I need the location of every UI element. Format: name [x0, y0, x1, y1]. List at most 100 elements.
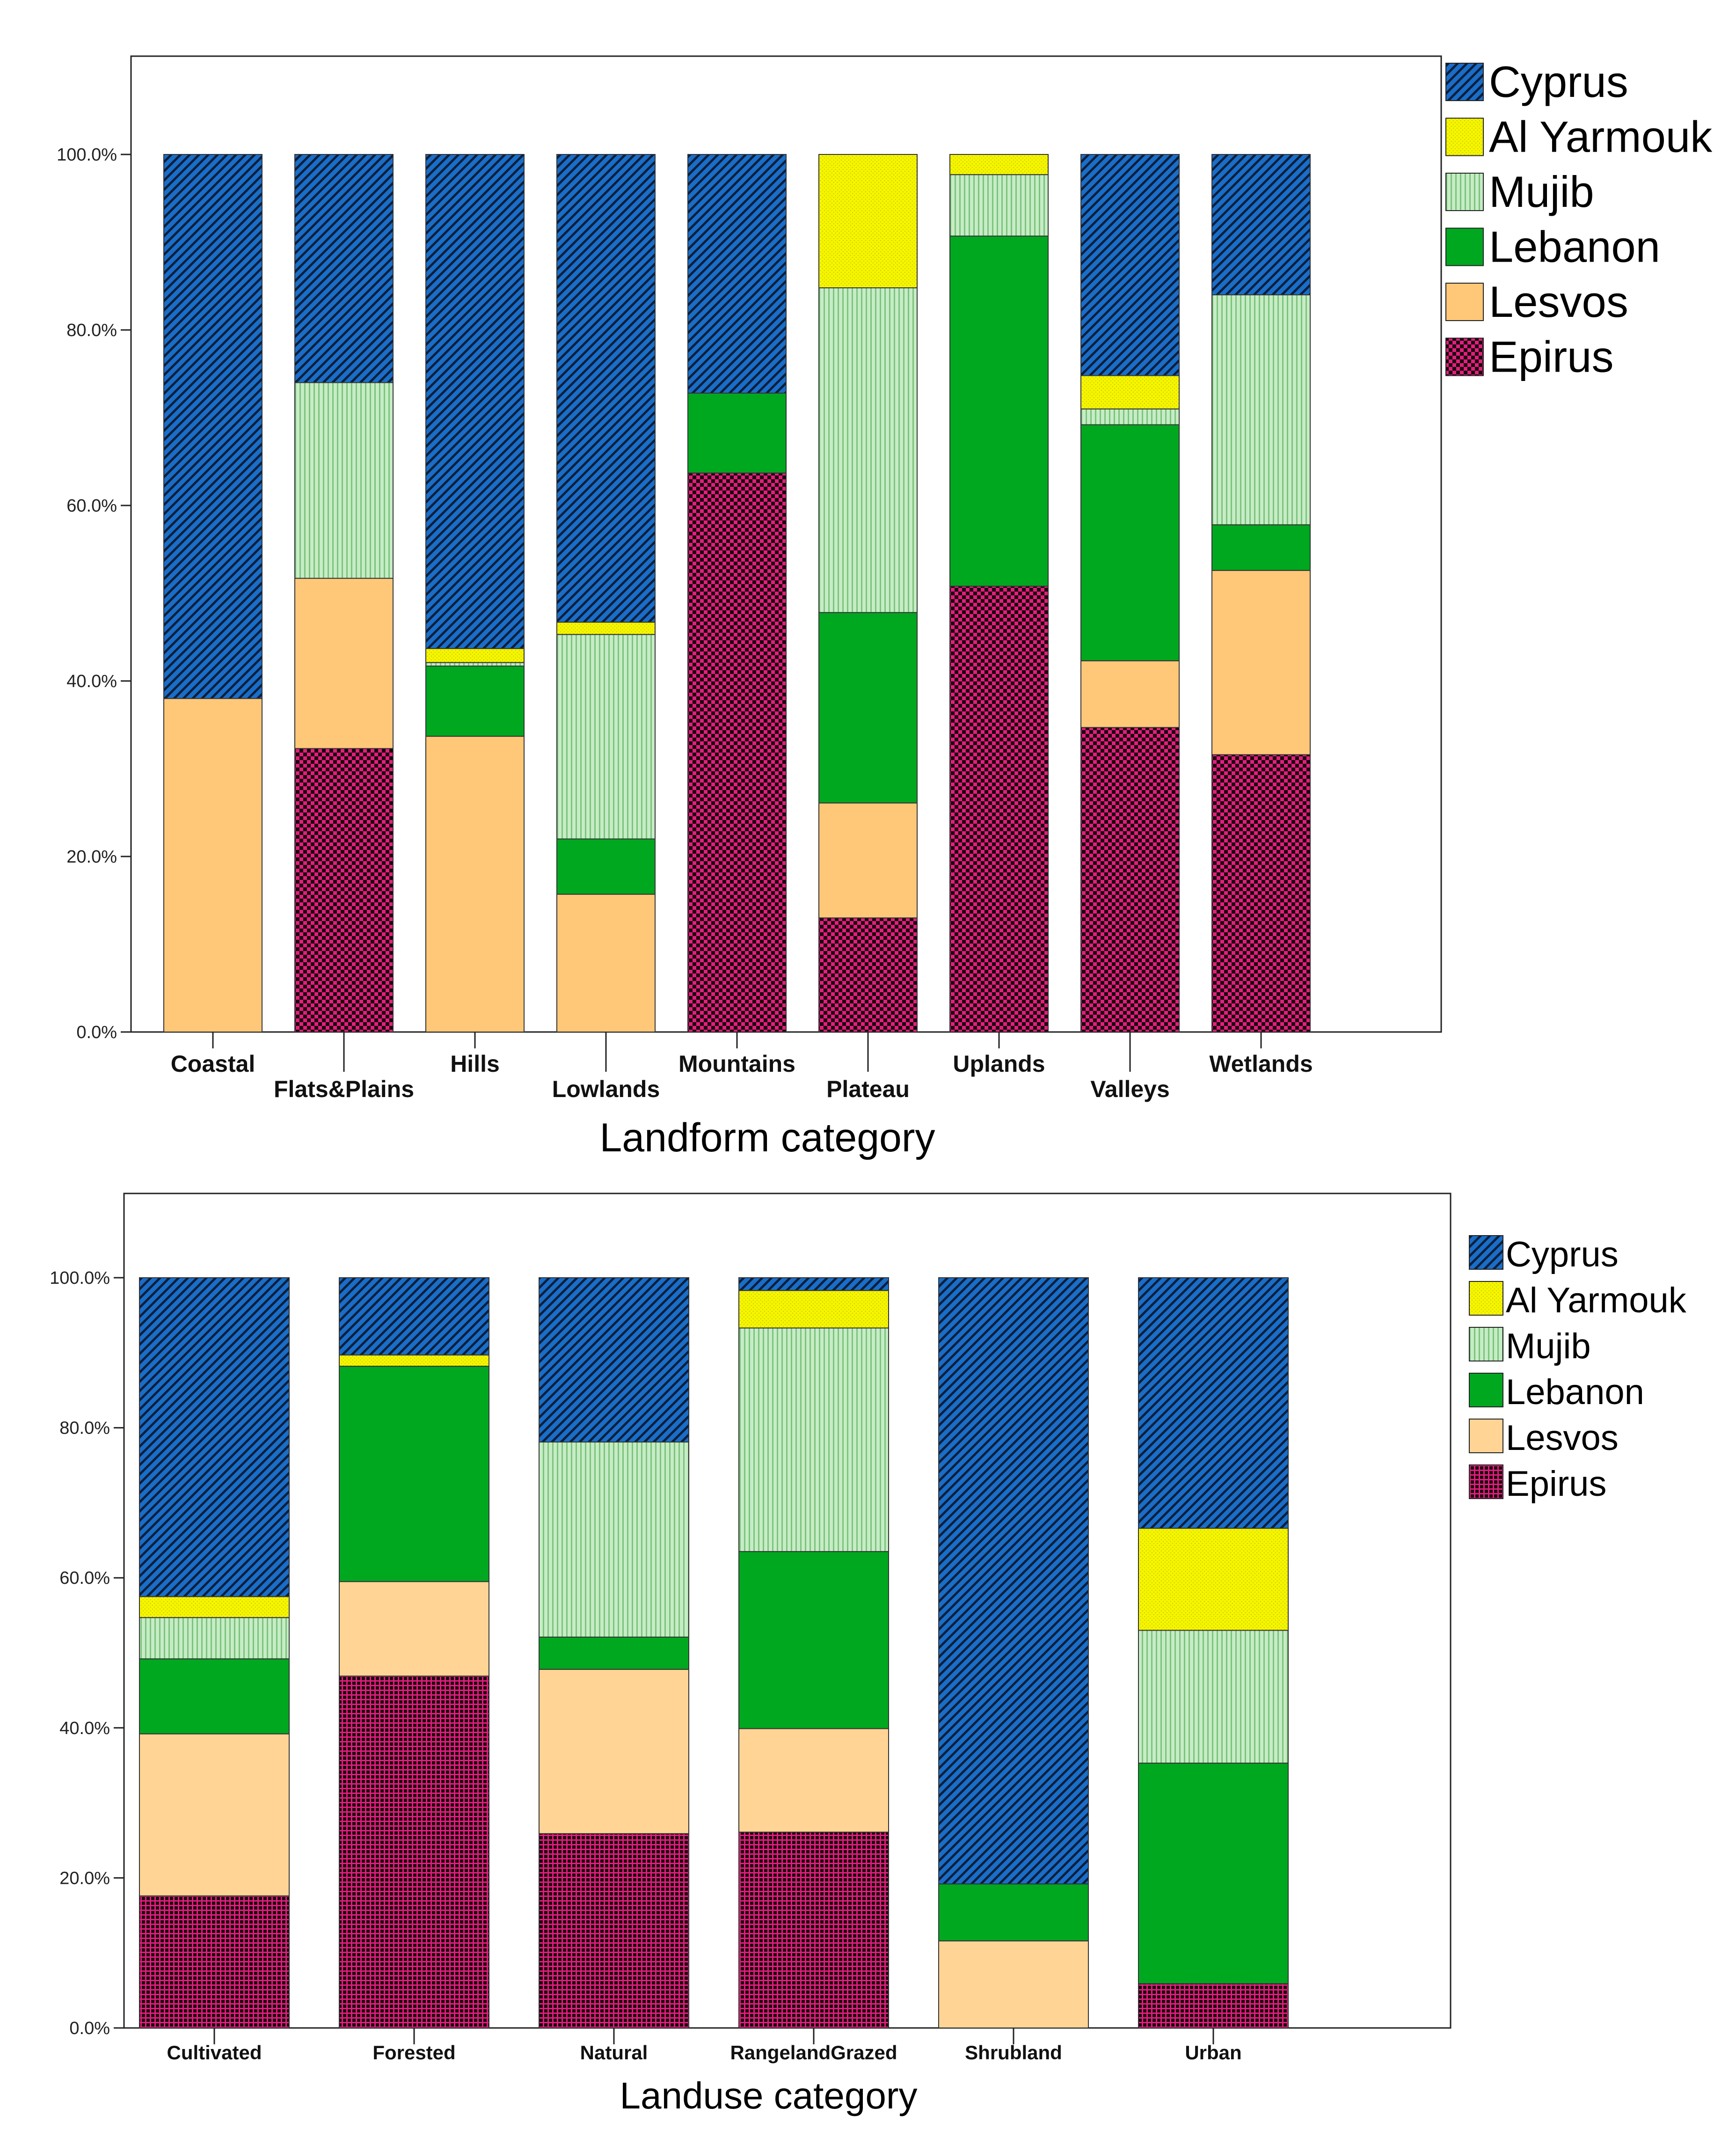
bar-segment-cultivated-epirus — [139, 1895, 290, 2029]
bar-segment-hills-lesvos — [425, 736, 525, 1032]
bar-segment-hills-mujib — [425, 662, 525, 667]
bar-segment-urban-cyprus — [1138, 1277, 1289, 1529]
legend-swatch-mujib — [1445, 173, 1484, 211]
bar-segment-forested-lebanon — [339, 1366, 489, 1582]
bar-segment-hills-cyprus — [425, 154, 525, 649]
bar-segment-rangelandgrazed-lebanon — [738, 1551, 889, 1729]
x-tick-label-wetlands: Wetlands — [1209, 1051, 1313, 1077]
bar-segment-cultivated-mujib — [139, 1617, 290, 1660]
bar-segment-plateau-al-yarmouk — [818, 154, 918, 288]
bar-segment-shrubland-lesvos — [938, 1940, 1089, 2028]
bar-segment-rangelandgrazed-al-yarmouk — [738, 1290, 889, 1329]
y-tick-label: 100.0% — [50, 1268, 110, 1288]
legend-label-lebanon: Lebanon — [1489, 222, 1660, 271]
bar-segment-lowlands-mujib — [556, 634, 656, 840]
bar-segment-rangelandgrazed-cyprus — [738, 1277, 889, 1291]
bar-segment-urban-al-yarmouk — [1138, 1528, 1289, 1631]
x-tick-label-mountains: Mountains — [678, 1051, 795, 1077]
bar-segment-valleys-lebanon — [1080, 424, 1180, 661]
x-tick-label-cultivated: Cultivated — [167, 2042, 262, 2064]
x-axis-title: Landform category — [599, 1115, 935, 1160]
legend-label-al-yarmouk: Al Yarmouk — [1489, 112, 1713, 161]
bar-segment-natural-epirus — [539, 1833, 689, 2028]
legend-swatch-epirus — [1469, 1464, 1503, 1499]
bar-segment-plateau-epirus — [818, 917, 918, 1032]
bar-segment-uplands-lebanon — [949, 235, 1049, 587]
bar-segment-cultivated-cyprus — [139, 1277, 290, 1597]
bar-segment-cultivated-lebanon — [139, 1658, 290, 1734]
legend-label-mujib: Mujib — [1506, 1326, 1591, 1366]
legend: Cyprus Al Yarmouk Mujib Lebanon Lesvos Epirus — [1445, 57, 1713, 381]
bar-segment-mountains-cyprus — [687, 154, 787, 394]
bar-segment-lowlands-al-yarmouk — [556, 622, 656, 635]
bar-segment-urban-lebanon — [1138, 1763, 1289, 1984]
bar-segment-mountains-lebanon — [687, 393, 787, 474]
bar-segment-uplands-epirus — [949, 585, 1049, 1032]
legend-swatch-cyprus — [1469, 1235, 1503, 1270]
legend-swatch-lebanon — [1445, 227, 1484, 266]
legend-label-epirus: Epirus — [1489, 332, 1613, 381]
x-tick-label-valleys: Valleys — [1090, 1076, 1170, 1102]
legend-swatch-mujib — [1469, 1327, 1503, 1361]
bar-segment-shrubland-cyprus — [938, 1277, 1089, 1885]
legend-label-cyprus: Cyprus — [1506, 1235, 1619, 1274]
bar-segment-flats-plains-lesvos — [294, 578, 394, 749]
legend-label-cyprus: Cyprus — [1489, 57, 1628, 106]
bar-segment-hills-al-yarmouk — [425, 648, 525, 663]
y-tick-label: 60.0% — [66, 496, 117, 516]
x-tick-label-coastal: Coastal — [171, 1051, 255, 1077]
bar-segment-natural-mujib — [539, 1442, 689, 1638]
bar-segment-cultivated-al-yarmouk — [139, 1596, 290, 1618]
bar-segment-lowlands-lesvos — [556, 893, 656, 1032]
x-tick-label-hills: Hills — [450, 1051, 500, 1077]
legend-label-epirus: Epirus — [1506, 1464, 1606, 1504]
bar-segment-shrubland-lebanon — [938, 1883, 1089, 1942]
landuse-chart: 0.0% 20.0% 40.0% 60.0% 80.0% 100.0% Cultivated… — [50, 1193, 1687, 2116]
legend-swatch-epirus — [1445, 337, 1484, 376]
bar-segment-flats-plains-mujib — [294, 382, 394, 579]
bar-segment-wetlands-epirus — [1211, 754, 1311, 1032]
legend-label-lesvos: Lesvos — [1506, 1418, 1619, 1458]
x-tick-label-plateau: Plateau — [826, 1076, 910, 1102]
bar-segment-hills-lebanon — [425, 666, 525, 737]
bar-segment-forested-al-yarmouk — [339, 1354, 489, 1367]
bar-segment-flats-plains-cyprus — [294, 154, 394, 383]
x-tick-label-lowlands: Lowlands — [552, 1076, 660, 1102]
bar-segment-forested-epirus — [339, 1676, 489, 2029]
bar-segment-plateau-lebanon — [818, 612, 918, 804]
legend-swatch-al-yarmouk — [1445, 117, 1484, 156]
bar-segment-forested-lesvos — [339, 1581, 489, 1677]
bar-segment-rangelandgrazed-lesvos — [738, 1728, 889, 1833]
y-tick-label: 20.0% — [59, 1868, 110, 1888]
bar-segment-rangelandgrazed-mujib — [738, 1327, 889, 1552]
x-tick-label-rangelandgrazed: RangelandGrazed — [730, 2042, 897, 2064]
bar-segment-coastal-cyprus — [163, 154, 263, 699]
bar-segment-valleys-cyprus — [1080, 154, 1180, 376]
bar-segment-urban-mujib — [1138, 1630, 1289, 1764]
x-tick-label-flats-plains: Flats&Plains — [274, 1076, 414, 1102]
bar-segment-valleys-mujib — [1080, 408, 1180, 425]
legend-swatch-lebanon — [1469, 1373, 1503, 1407]
bar-segment-valleys-lesvos — [1080, 660, 1180, 728]
x-tick-label-natural: Natural — [580, 2042, 648, 2064]
bar-segment-lowlands-cyprus — [556, 154, 656, 623]
bar-segment-natural-lesvos — [539, 1669, 689, 1834]
bar-segment-rangelandgrazed-epirus — [738, 1831, 889, 2028]
bar-segment-uplands-al-yarmouk — [949, 154, 1049, 176]
x-tick-label-uplands: Uplands — [953, 1051, 1045, 1077]
y-tick-label: 20.0% — [66, 847, 117, 867]
y-tick-label: 60.0% — [59, 1568, 110, 1588]
bar-segment-wetlands-cyprus — [1211, 154, 1311, 295]
legend-label-lesvos: Lesvos — [1489, 277, 1628, 326]
y-tick-label: 80.0% — [59, 1419, 110, 1438]
x-tick-label-shrubland: Shrubland — [965, 2042, 1062, 2064]
y-tick-label: 100.0% — [57, 145, 117, 165]
y-tick-label: 40.0% — [59, 1719, 110, 1738]
bar-segment-uplands-mujib — [949, 174, 1049, 237]
bar-segment-plateau-mujib — [818, 287, 918, 613]
legend-label-mujib: Mujib — [1489, 167, 1594, 216]
legend: Cyprus Al Yarmouk Mujib Lebanon Lesvos Epirus — [1469, 1235, 1687, 1504]
bar-segment-urban-epirus — [1138, 1983, 1289, 2028]
y-tick-label: 0.0% — [69, 2019, 110, 2038]
